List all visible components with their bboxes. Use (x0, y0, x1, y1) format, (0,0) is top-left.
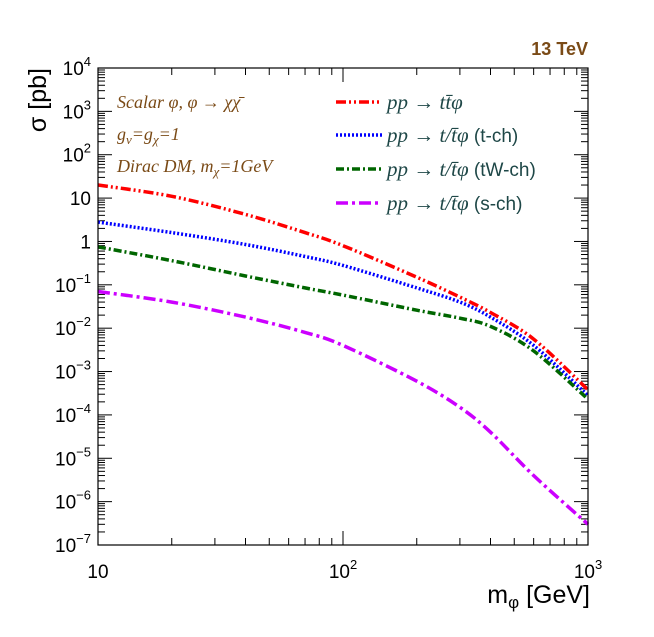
y-tick-label: 10 (70, 189, 91, 210)
y-tick-label: 1 (80, 232, 91, 253)
y-tick-label: 10−1 (55, 271, 91, 297)
svg-text:pp → t/t̄φ (s-ch): pp → t/t̄φ (s-ch) (385, 191, 522, 215)
series-line-t-channel (97, 220, 590, 397)
svg-text:pp → t/t̄φ (t-ch): pp → t/t̄φ (t-ch) (385, 123, 518, 147)
energy-label: 13 TeV (531, 39, 588, 59)
legend-entry-t-channel: pp → t/t̄φ (t-ch) (336, 123, 518, 147)
x-axis-title: mφ [GeV] (487, 581, 590, 612)
svg-text:pp → t/t̄φ (tW-ch): pp → t/t̄φ (tW-ch) (385, 157, 536, 181)
y-tick-label: 102 (63, 141, 91, 167)
y-tick-label: 10−5 (55, 444, 91, 470)
series-line-s-channel (97, 289, 590, 526)
x-tick-label: 102 (329, 557, 357, 583)
legend-entry-tW-channel: pp → t/t̄φ (tW-ch) (336, 157, 536, 181)
tick-marks (97, 68, 588, 546)
x-tick-label: 103 (574, 557, 602, 583)
annotation-line-2: gv=gχ=1 (117, 124, 180, 147)
series-line-tW-channel (97, 245, 590, 401)
legend: pp → tt̄φ pp → t/t̄φ (t-ch) pp → t/t̄φ (… (336, 90, 536, 215)
y-tick-label: 103 (63, 97, 91, 123)
legend-entry-s-channel: pp → t/t̄φ (s-ch) (336, 191, 522, 215)
x-tick-label: 10 (87, 562, 108, 583)
svg-text:pp → tt̄φ: pp → tt̄φ (385, 90, 463, 114)
y-tick-label: 10−3 (55, 358, 91, 384)
series-line-ttphi (97, 183, 590, 392)
plot-frame (97, 67, 589, 546)
y-tick-label: 10−6 (55, 488, 91, 514)
y-tick-label: 10−2 (55, 314, 91, 340)
y-tick-label: 104 (63, 54, 91, 80)
y-tick-label: 10−4 (55, 401, 91, 427)
y-tick-label: 10−7 (55, 531, 91, 557)
curves (97, 183, 590, 526)
x-tick-labels: 10 102 103 (87, 557, 602, 583)
annotation-line-1: Scalar φ, φ → χχ̄ (117, 92, 245, 112)
model-annotation: Scalar φ, φ → χχ̄ gv=gχ=1 Dirac DM, mχ=1… (116, 92, 274, 179)
y-axis-title: σ [pb] (24, 68, 52, 132)
annotation-line-3: Dirac DM, mχ=1GeV (116, 156, 274, 179)
legend-entry-ttphi: pp → tt̄φ (336, 90, 463, 114)
